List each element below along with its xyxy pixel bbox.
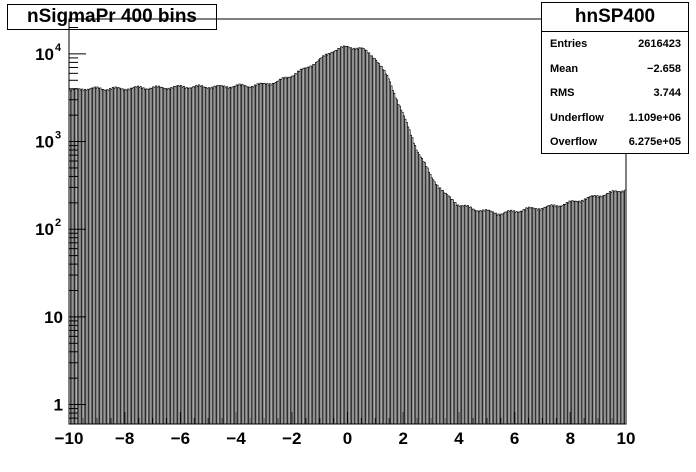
x-tick-label: −8 xyxy=(115,429,134,448)
stats-title: hnSP400 xyxy=(542,3,688,32)
x-tick-label: −10 xyxy=(55,429,84,448)
y-tick-exponent: 2 xyxy=(55,217,61,229)
stats-label: Underflow xyxy=(550,111,604,124)
histogram-bars xyxy=(68,45,627,425)
stats-row-entries: Entries 2616423 xyxy=(542,32,688,57)
x-tick-label: 4 xyxy=(454,429,464,448)
stats-row-overflow: Overflow 6.275e+05 xyxy=(542,130,688,155)
stats-value: 1.109e+06 xyxy=(628,111,681,124)
stats-label: Mean xyxy=(550,62,579,75)
y-tick-exponent: 3 xyxy=(55,130,61,142)
x-tick-label: 6 xyxy=(510,429,519,448)
stats-value: 2616423 xyxy=(638,38,681,50)
stats-value: 6.275e+05 xyxy=(628,136,681,148)
stats-row-mean: Mean −2.658 xyxy=(542,57,688,82)
stats-rows: Entries 2616423 Mean −2.658 RMS 3.744 Underflo… xyxy=(542,32,688,155)
y-tick-label: 10 xyxy=(35,45,54,64)
x-tick-label: −2 xyxy=(282,429,301,448)
y-tick-label: 10 xyxy=(35,133,54,152)
stats-value: 3.744 xyxy=(653,87,681,99)
x-tick-label: 8 xyxy=(566,429,575,448)
x-tick-label: 10 xyxy=(617,429,636,448)
y-tick-label: 1 xyxy=(54,396,63,415)
x-tick-label: −6 xyxy=(171,429,190,448)
stats-label: RMS xyxy=(550,87,575,99)
stats-box: hnSP400 Entries 2616423 Mean −2.658 RMS 3.744… xyxy=(541,2,689,154)
x-tick-label: 2 xyxy=(398,429,407,448)
y-tick-label: 10 xyxy=(35,220,54,239)
stats-value: −2.658 xyxy=(647,62,681,75)
stats-row-rms: RMS 3.744 xyxy=(542,81,688,106)
x-tick-label: 0 xyxy=(343,429,352,448)
x-tick-label: −4 xyxy=(226,429,246,448)
stats-row-underflow: Underflow 1.109e+06 xyxy=(542,106,688,131)
stats-label: Entries xyxy=(550,38,588,50)
stats-label: Overflow xyxy=(550,136,598,148)
y-tick-label: 10 xyxy=(44,308,63,327)
y-tick-exponent: 4 xyxy=(55,42,62,54)
